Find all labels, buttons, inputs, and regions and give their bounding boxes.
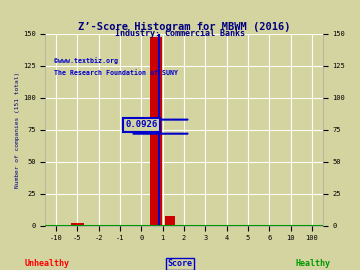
Text: The Research Foundation of SUNY: The Research Foundation of SUNY bbox=[54, 70, 177, 76]
Title: Z’-Score Histogram for MBWM (2016): Z’-Score Histogram for MBWM (2016) bbox=[78, 22, 290, 32]
Text: Score: Score bbox=[167, 259, 193, 268]
Y-axis label: Number of companies (151 total): Number of companies (151 total) bbox=[15, 72, 20, 188]
Text: Healthy: Healthy bbox=[296, 259, 331, 268]
Text: 0.0926: 0.0926 bbox=[125, 120, 157, 129]
Text: Unhealthy: Unhealthy bbox=[24, 259, 69, 268]
Bar bbox=[165, 215, 175, 226]
Bar bbox=[71, 223, 84, 226]
Bar bbox=[158, 36, 161, 226]
Bar bbox=[150, 36, 162, 226]
Text: Industry: Commercial Banks: Industry: Commercial Banks bbox=[115, 29, 245, 38]
Text: ©www.textbiz.org: ©www.textbiz.org bbox=[54, 57, 118, 64]
